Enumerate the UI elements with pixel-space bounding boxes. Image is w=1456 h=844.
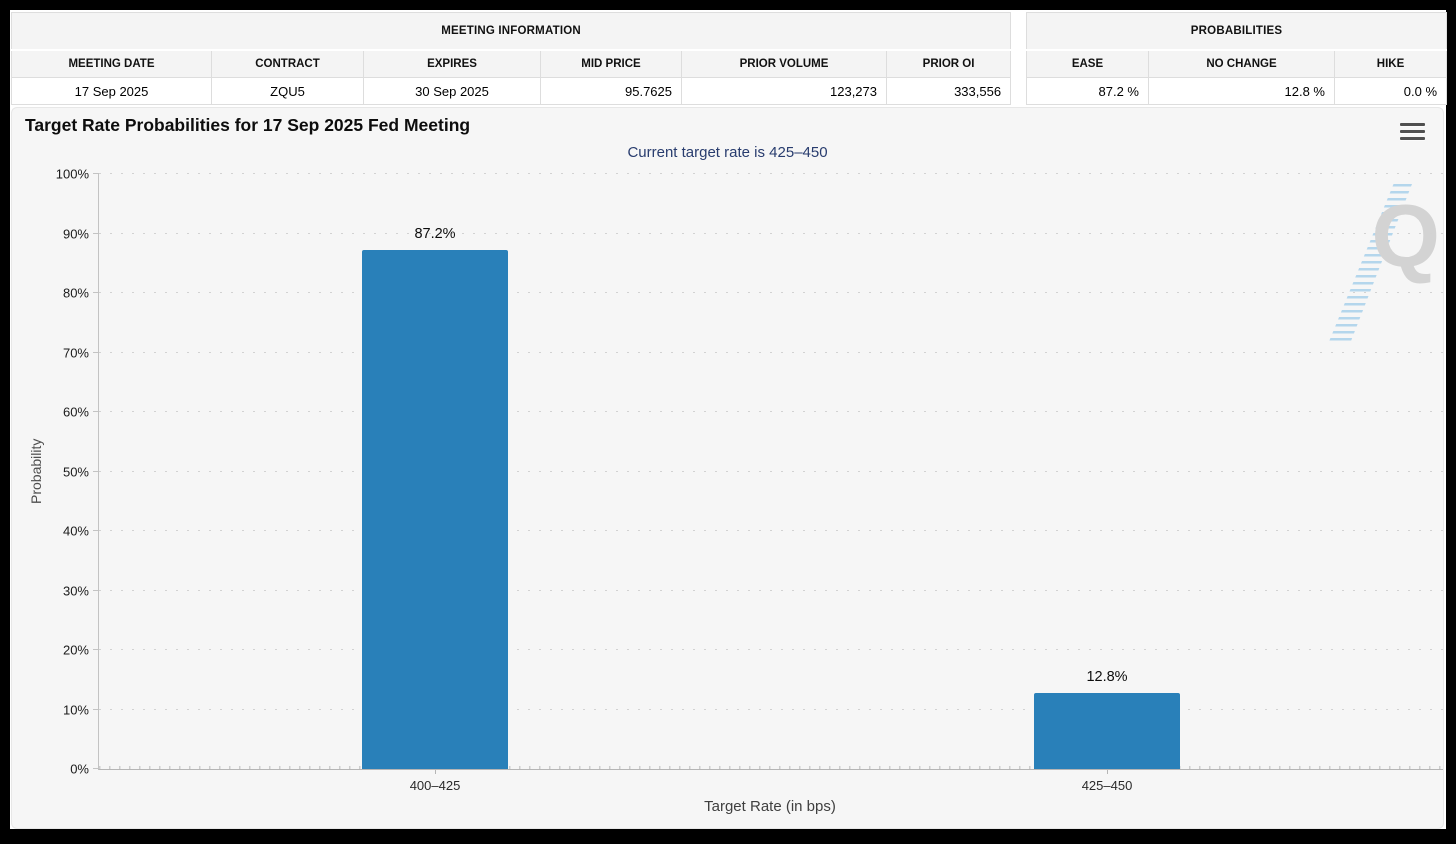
column-header-mid-price: MID PRICE <box>540 49 682 78</box>
y-axis-label: 60% <box>62 404 89 420</box>
x-axis-category-label: 400–425 <box>409 778 461 793</box>
chart-subtitle: Current target rate is 425–450 <box>627 144 828 161</box>
hike-probability-value: 0.0 % <box>1333 77 1448 105</box>
hamburger-menu-icon <box>1399 129 1425 133</box>
meeting-date-value: 17 Sep 2025 <box>11 77 212 105</box>
contract-value: ZQU5 <box>211 77 364 105</box>
prior-oi-value: 333,556 <box>885 77 1012 105</box>
y-axis-label: 30% <box>62 583 89 598</box>
gridline <box>99 411 1443 412</box>
gridline <box>99 292 1443 293</box>
y-axis-tick <box>93 768 99 769</box>
column-header-contract: CONTRACT <box>211 49 364 78</box>
y-axis-title: Probability <box>28 438 44 505</box>
y-axis-label: 50% <box>62 464 89 479</box>
x-axis-category-label: 425–450 <box>1081 778 1133 793</box>
y-axis-tick <box>93 292 99 293</box>
app-window: MEETING INFORMATION MEETING DATE CONTRAC… <box>10 10 1448 829</box>
y-axis-label: 20% <box>62 642 89 658</box>
meeting-information-table: MEETING INFORMATION MEETING DATE CONTRAC… <box>10 12 1012 105</box>
y-axis-label: 80% <box>62 285 89 301</box>
x-axis-title: Target Rate (in bps) <box>704 798 836 815</box>
column-header-prior-oi: PRIOR OI <box>885 49 1012 78</box>
meeting-information-title: MEETING INFORMATION <box>10 12 1012 51</box>
mid-price-value: 95.7625 <box>540 77 682 105</box>
chart-title: Target Rate Probabilities for 17 Sep 202… <box>25 115 471 135</box>
y-axis-tick <box>93 411 99 412</box>
y-axis-label: 40% <box>62 523 89 539</box>
column-header-ease: EASE <box>1026 49 1149 78</box>
probabilities-title: PROBABILITIES <box>1025 12 1448 51</box>
table-row: 17 Sep 2025 ZQU5 30 Sep 2025 95.7625 123… <box>11 77 1012 105</box>
ease-probability-value: 87.2 % <box>1026 77 1149 105</box>
chart-menu-button[interactable] <box>1397 118 1427 144</box>
hamburger-menu-icon <box>1399 136 1425 140</box>
y-axis-label: 70% <box>62 345 89 360</box>
x-axis-minor-ticks <box>99 766 1443 769</box>
table-row: 87.2 % 12.8 % 0.0 % <box>1026 77 1448 105</box>
y-axis-label: 100% <box>55 166 89 182</box>
y-axis-tick <box>93 470 99 472</box>
bar-value-label: 87.2% <box>414 226 456 243</box>
y-axis-tick <box>93 173 99 174</box>
chart-card: Target Rate Probabilities for 17 Sep 202… <box>11 107 1444 829</box>
bar-425–450[interactable] <box>1034 692 1180 769</box>
y-axis-tick <box>93 530 99 531</box>
gridline <box>99 649 1443 650</box>
column-header-no-change: NO CHANGE <box>1148 49 1335 78</box>
y-axis-label: 90% <box>62 226 89 241</box>
column-header-hike: HIKE <box>1333 49 1448 78</box>
gridline <box>99 589 1443 591</box>
expires-value: 30 Sep 2025 <box>363 77 541 105</box>
gridline <box>99 351 1443 353</box>
y-axis-label: 0% <box>70 761 89 777</box>
x-axis-tick <box>435 769 436 774</box>
column-header-prior-volume: PRIOR VOLUME <box>681 49 887 78</box>
bar-400–425[interactable] <box>362 250 508 769</box>
plot-area: 0% 10% 20% 30% 40% 50% 60% 70% 80% 90% 100% 87.2% 40… <box>56 167 1443 793</box>
gridline <box>99 530 1443 531</box>
hamburger-menu-icon <box>1399 122 1425 126</box>
gridline <box>99 708 1443 710</box>
column-header-expires: EXPIRES <box>363 49 541 78</box>
gridline <box>99 470 1443 472</box>
gridline <box>99 232 1443 234</box>
y-axis-tick <box>93 589 99 591</box>
y-axis-tick <box>93 708 99 710</box>
bar-value-label: 12.8% <box>1086 668 1128 685</box>
column-header-meeting-date: MEETING DATE <box>11 49 212 78</box>
y-axis-tick <box>93 649 99 650</box>
probabilities-table: PROBABILITIES EASE NO CHANGE HIKE 87.2 %… <box>1025 12 1448 105</box>
y-axis-tick <box>93 351 99 353</box>
x-axis-tick <box>1107 769 1108 774</box>
y-axis-tick <box>93 232 99 234</box>
y-axis-label: 10% <box>62 702 89 717</box>
prior-volume-value: 123,273 <box>681 77 887 105</box>
no-change-probability-value: 12.8 % <box>1148 77 1335 105</box>
gridline <box>99 173 1443 174</box>
